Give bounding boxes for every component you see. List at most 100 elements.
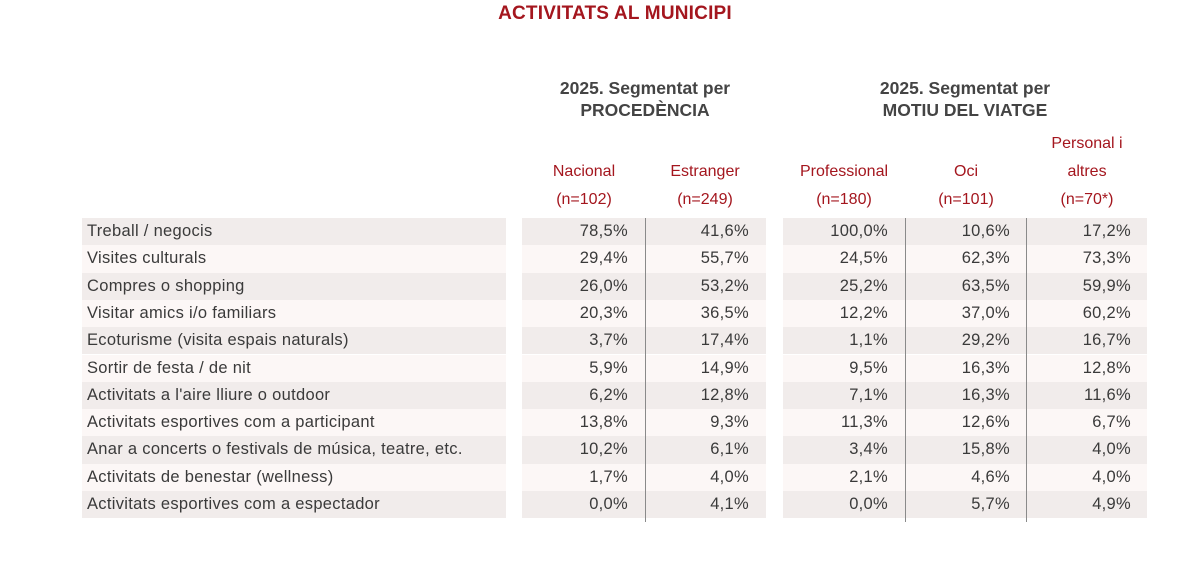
cell-value: 78,5% xyxy=(579,222,628,240)
cell-value: 5,7% xyxy=(971,495,1010,513)
cell-value: 12,2% xyxy=(839,303,888,322)
column-header-line: Estranger xyxy=(670,163,740,180)
column-header-line: (n=70*) xyxy=(1060,191,1114,208)
row-label: Anar a concerts o festivals de música, t… xyxy=(87,440,463,459)
cell-value: 100,0% xyxy=(830,222,888,240)
column-divider xyxy=(645,218,646,522)
cell-value: 10,6% xyxy=(961,222,1010,240)
cell-value: 59,9% xyxy=(1082,276,1131,295)
group-header-line: PROCEDÈNCIA xyxy=(580,100,710,120)
row-label: Ecoturisme (visita espais naturals) xyxy=(87,331,349,350)
row-label: Activitats esportives com a espectador xyxy=(87,495,380,513)
group-header-procedencia: 2025. Segmentat per PROCEDÈNCIA xyxy=(520,77,770,121)
column-header-line xyxy=(514,130,654,158)
row-background xyxy=(522,245,766,273)
column-header-line: altres xyxy=(1067,163,1107,180)
row-background xyxy=(522,381,766,410)
row-background xyxy=(522,272,766,300)
row-label: Visitar amics i/o familiars xyxy=(87,303,277,322)
cell-value: 17,4% xyxy=(700,331,749,350)
cell-value: 7,1% xyxy=(849,385,888,404)
cell-value: 4,6% xyxy=(971,467,1010,486)
row-background xyxy=(783,436,1147,464)
cell-value: 12,8% xyxy=(1082,358,1131,377)
cell-value: 13,8% xyxy=(579,413,628,432)
cell-value: 5,9% xyxy=(589,358,628,377)
cell-value: 3,7% xyxy=(589,331,628,350)
row-background xyxy=(783,381,1147,410)
cell-value: 12,6% xyxy=(961,413,1010,432)
column-header: Oci (n=101) xyxy=(896,130,1036,214)
row-background xyxy=(783,245,1147,273)
row-background xyxy=(522,218,766,246)
row-background xyxy=(522,409,766,437)
column-header: Nacional (n=102) xyxy=(514,130,654,214)
row-background xyxy=(783,272,1147,300)
column-divider xyxy=(905,218,906,522)
cell-value: 1,1% xyxy=(849,331,888,350)
row-background xyxy=(82,327,506,355)
row-background xyxy=(82,436,506,464)
cell-value: 55,7% xyxy=(700,249,749,268)
group-header-line: 2025. Segmentat per xyxy=(559,78,731,98)
cell-value: 10,2% xyxy=(579,440,628,459)
row-background xyxy=(82,463,506,491)
cell-value: 4,0% xyxy=(710,467,749,486)
column-header: Professional (n=180) xyxy=(774,130,914,214)
cell-value: 16,7% xyxy=(1082,331,1131,350)
cell-value: 29,4% xyxy=(579,249,628,268)
cell-value: 0,0% xyxy=(849,495,888,513)
row-background xyxy=(783,409,1147,437)
cell-value: 36,5% xyxy=(700,303,749,322)
row-background xyxy=(82,218,506,246)
cell-value: 53,2% xyxy=(700,276,749,295)
cell-value: 11,6% xyxy=(1083,385,1131,404)
group-header-line: 2025. Segmentat per xyxy=(879,78,1051,98)
cell-value: 25,2% xyxy=(839,276,888,295)
row-background xyxy=(522,491,766,519)
cell-value: 17,2% xyxy=(1082,222,1131,240)
cell-value: 4,0% xyxy=(1092,440,1131,459)
row-background xyxy=(783,354,1147,382)
cell-value: 4,9% xyxy=(1092,495,1131,513)
row-background xyxy=(522,436,766,464)
column-header-line xyxy=(896,130,1036,158)
column-header-line: (n=249) xyxy=(677,191,733,208)
column-header-line: (n=180) xyxy=(816,191,872,208)
row-background xyxy=(82,381,506,410)
cell-value: 6,1% xyxy=(710,440,749,459)
row-background xyxy=(82,409,506,437)
column-header-line: (n=102) xyxy=(556,191,612,208)
column-header-line xyxy=(774,130,914,158)
column-header-line xyxy=(635,130,775,158)
cell-value: 37,0% xyxy=(961,303,1010,322)
cell-value: 20,3% xyxy=(579,303,628,322)
cell-value: 15,8% xyxy=(961,440,1010,459)
group-header-motiu: 2025. Segmentat per MOTIU DEL VIATGE xyxy=(780,77,1150,121)
cell-value: 16,3% xyxy=(961,385,1010,404)
cell-value: 11,3% xyxy=(840,413,888,432)
cell-value: 14,9% xyxy=(700,358,749,377)
column-header: Personal i altres (n=70*) xyxy=(1017,130,1157,214)
column-header-line: Nacional xyxy=(552,163,616,180)
row-background xyxy=(783,463,1147,491)
row-background xyxy=(783,327,1147,355)
cell-value: 6,2% xyxy=(589,385,628,404)
row-background xyxy=(82,354,506,382)
row-label: Activitats a l'aire lliure o outdoor xyxy=(87,385,331,404)
row-background xyxy=(783,218,1147,246)
cell-value: 24,5% xyxy=(839,249,888,268)
row-background xyxy=(522,463,766,491)
cell-value: 73,3% xyxy=(1082,249,1131,268)
cell-value: 41,6% xyxy=(700,222,749,240)
cell-value: 29,2% xyxy=(961,331,1010,350)
row-background xyxy=(522,327,766,355)
cell-value: 60,2% xyxy=(1082,303,1131,322)
row-background xyxy=(82,299,506,328)
row-background xyxy=(783,491,1147,519)
cell-value: 62,3% xyxy=(961,249,1010,268)
row-background xyxy=(82,245,506,273)
cell-value: 12,8% xyxy=(700,385,749,404)
cell-value: 63,5% xyxy=(961,276,1010,295)
page-title: ACTIVITATS AL MUNICIPI xyxy=(498,3,732,24)
